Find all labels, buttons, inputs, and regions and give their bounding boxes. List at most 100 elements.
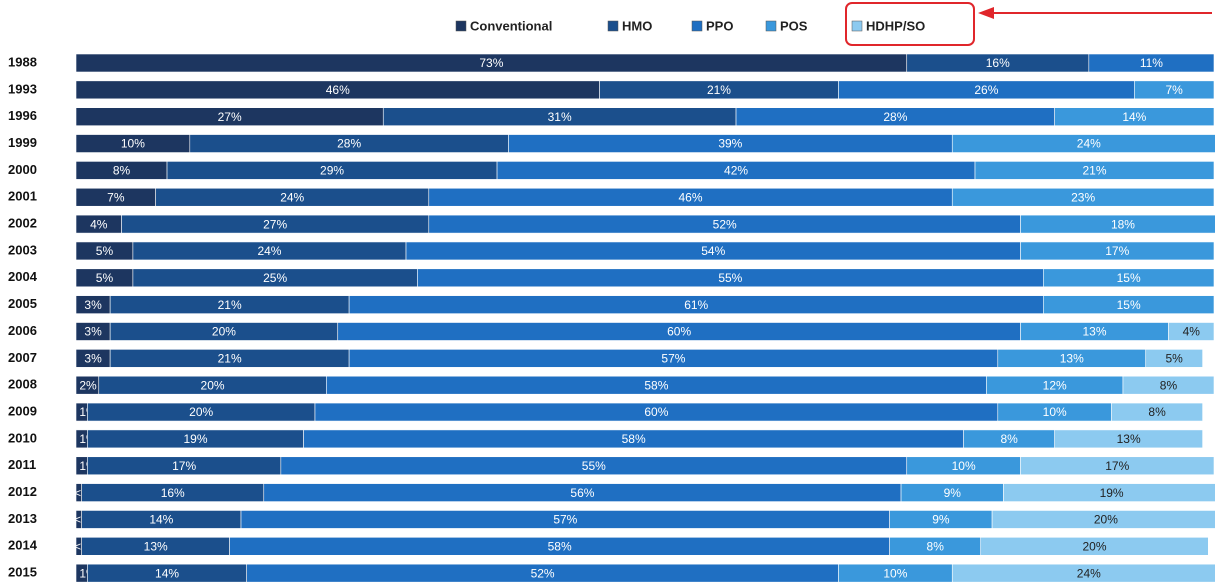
data-label: 8% bbox=[113, 164, 131, 178]
data-label: 10% bbox=[883, 566, 907, 580]
data-label: 24% bbox=[1077, 566, 1101, 580]
data-label: 73% bbox=[479, 56, 503, 70]
bar-segment bbox=[1043, 268, 1215, 288]
y-tick-label: 2010 bbox=[8, 430, 37, 445]
legend-swatch bbox=[455, 20, 467, 32]
data-label: 16% bbox=[986, 56, 1010, 70]
data-label: 10% bbox=[952, 459, 976, 473]
data-label: 21% bbox=[218, 298, 242, 312]
data-label: 27% bbox=[218, 110, 242, 124]
data-label: 28% bbox=[883, 110, 907, 124]
legend-label: HMO bbox=[622, 18, 652, 33]
bar-segment bbox=[1020, 214, 1215, 234]
data-label: 13% bbox=[144, 539, 168, 553]
bar-segment bbox=[951, 563, 1215, 582]
data-label: 26% bbox=[974, 83, 998, 97]
data-label: 20% bbox=[189, 405, 213, 419]
data-label: 17% bbox=[1105, 459, 1129, 473]
data-label: 20% bbox=[1094, 513, 1118, 527]
y-tick-label: 2009 bbox=[8, 403, 37, 418]
data-label: 3% bbox=[84, 298, 102, 312]
y-tick-label: 1988 bbox=[8, 54, 37, 69]
data-label: 60% bbox=[667, 325, 691, 339]
bar-segment bbox=[1054, 107, 1215, 126]
data-label: 27% bbox=[263, 217, 287, 231]
data-label: 28% bbox=[337, 137, 361, 151]
bar-segment bbox=[1111, 402, 1203, 422]
y-tick-label: 2001 bbox=[8, 189, 37, 204]
data-label: 46% bbox=[679, 190, 703, 204]
bar-segment bbox=[1088, 53, 1215, 73]
bar-segment bbox=[951, 134, 1215, 153]
data-label: 19% bbox=[1100, 486, 1124, 500]
data-label: 13% bbox=[1060, 352, 1084, 366]
legend-swatch bbox=[607, 20, 619, 32]
y-tick-label: 2012 bbox=[8, 484, 37, 499]
data-label: 57% bbox=[553, 513, 577, 527]
bar-segment bbox=[1168, 322, 1215, 341]
bar-segment bbox=[1134, 80, 1215, 100]
y-tick-label: 2005 bbox=[8, 296, 37, 311]
bar-segment bbox=[1122, 375, 1215, 395]
data-label: 61% bbox=[684, 298, 708, 312]
data-label: 42% bbox=[724, 164, 748, 178]
data-label: 21% bbox=[707, 83, 731, 97]
data-label: 12% bbox=[1043, 378, 1067, 392]
data-label: 46% bbox=[326, 83, 350, 97]
data-label: 39% bbox=[718, 137, 742, 151]
legend-label: HDHP/SO bbox=[866, 18, 925, 33]
data-label: 20% bbox=[1082, 539, 1106, 553]
data-label: 15% bbox=[1117, 271, 1141, 285]
bar-segment bbox=[1020, 241, 1215, 261]
bar-segment bbox=[1003, 483, 1215, 502]
data-label: 24% bbox=[257, 244, 281, 258]
data-label: 2% bbox=[79, 378, 97, 392]
data-label: 3% bbox=[84, 352, 102, 366]
data-label: 7% bbox=[107, 190, 125, 204]
data-label: 54% bbox=[701, 244, 725, 258]
y-tick-label: 1999 bbox=[8, 135, 37, 150]
data-label: 5% bbox=[96, 271, 114, 285]
data-label: 17% bbox=[1105, 244, 1129, 258]
data-label: 9% bbox=[944, 486, 962, 500]
data-label: 11% bbox=[1140, 56, 1163, 70]
bar-segment bbox=[980, 536, 1209, 556]
data-label: 52% bbox=[713, 217, 737, 231]
data-label: 14% bbox=[155, 566, 179, 580]
data-label: 8% bbox=[1160, 378, 1178, 392]
data-label: 25% bbox=[263, 271, 287, 285]
bar-segment bbox=[1043, 295, 1215, 314]
data-label: 58% bbox=[622, 432, 646, 446]
data-label: 4% bbox=[1183, 325, 1201, 339]
data-label: 8% bbox=[1000, 432, 1018, 446]
data-label: 7% bbox=[1165, 83, 1183, 97]
data-label: 13% bbox=[1117, 432, 1141, 446]
bar-segment bbox=[974, 161, 1215, 180]
data-label: 24% bbox=[280, 190, 304, 204]
data-label: 23% bbox=[1071, 190, 1095, 204]
data-label: 20% bbox=[212, 325, 236, 339]
bar-segment bbox=[1020, 456, 1215, 476]
data-label: 8% bbox=[1148, 405, 1166, 419]
y-tick-label: 2007 bbox=[8, 350, 37, 365]
y-tick-label: 2011 bbox=[8, 457, 36, 472]
data-label: 10% bbox=[121, 137, 145, 151]
data-label: 8% bbox=[927, 539, 945, 553]
y-tick-label: 2008 bbox=[8, 377, 37, 392]
y-tick-label: 2004 bbox=[8, 269, 38, 284]
data-label: 55% bbox=[582, 459, 606, 473]
data-label: 29% bbox=[320, 164, 344, 178]
y-tick-label: 2002 bbox=[8, 216, 37, 231]
annotation-arrowhead bbox=[978, 7, 994, 19]
y-tick-label: 1993 bbox=[8, 81, 37, 96]
data-label: 57% bbox=[661, 352, 685, 366]
data-label: 58% bbox=[644, 378, 668, 392]
y-tick-label: 2003 bbox=[8, 242, 37, 257]
data-label: 19% bbox=[183, 432, 207, 446]
legend-swatch bbox=[765, 20, 777, 32]
data-label: 60% bbox=[644, 405, 668, 419]
data-label: 55% bbox=[718, 271, 742, 285]
bar-segment bbox=[951, 187, 1215, 207]
y-tick-label: 2000 bbox=[8, 162, 37, 177]
